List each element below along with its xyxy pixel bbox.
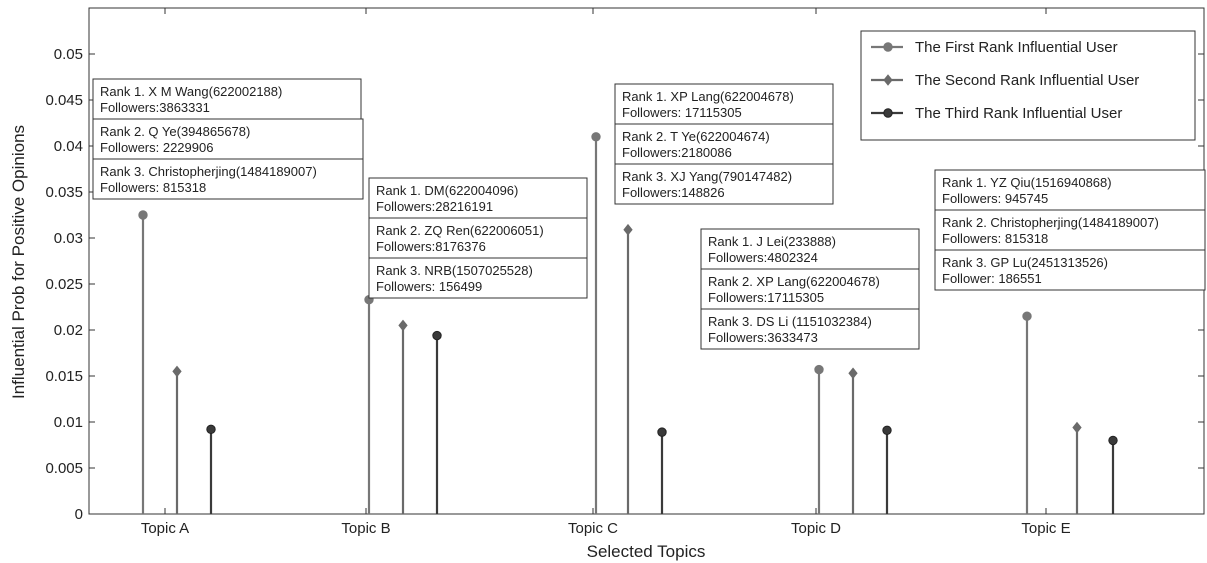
legend-label: The Third Rank Influential User: [915, 105, 1122, 122]
stem-marker: [432, 330, 442, 341]
annotation-line2: Follower: 186551: [942, 271, 1042, 286]
stem-marker: [623, 223, 633, 236]
y-tick-label: 0.035: [45, 184, 83, 201]
x-tick-label: Topic A: [141, 520, 189, 537]
x-axis-label: Selected Topics: [587, 542, 706, 561]
annotation-box: [614, 83, 834, 125]
annotation-line1: Rank 3. NRB(1507025528): [376, 263, 533, 278]
annotation-line2: Followers:28216191: [376, 199, 493, 214]
annotation-line1: Rank 3. DS Li (1151032384): [708, 314, 872, 329]
legend-box: [860, 30, 1196, 141]
y-tick-label: 0.01: [54, 414, 83, 431]
legend-label: The First Rank Influential User: [915, 39, 1118, 56]
x-tick-label: Topic E: [1021, 520, 1070, 537]
stem-marker: [883, 42, 893, 52]
y-tick-label: 0.05: [54, 46, 83, 63]
stem-marker: [1022, 311, 1032, 321]
x-tick-label: Topic C: [568, 520, 618, 537]
annotation-box: [700, 308, 920, 350]
annotations: Rank 1. X M Wang(622002188)Followers:386…: [92, 78, 1206, 350]
stem-marker: [172, 365, 182, 378]
annotation-line2: Followers: 2229906: [100, 140, 213, 155]
annotation-line2: Followers:2180086: [622, 145, 732, 160]
y-axis-label: Influential Prob for Positive Opinions: [9, 125, 28, 399]
annotation-line1: Rank 2. XP Lang(622004678): [708, 274, 880, 289]
stem-marker: [138, 210, 148, 220]
stem-marker: [814, 364, 824, 375]
y-tick-label: 0: [75, 506, 83, 523]
annotation-box: [934, 209, 1206, 251]
annotation-line1: Rank 2. ZQ Ren(622006051): [376, 223, 544, 238]
y-tick-label: 0.04: [54, 138, 83, 155]
x-tick-label: Topic D: [791, 520, 841, 537]
y-tick-labels: 0 0.005 0.01 0.015 0.02 0.025 0.03 0.035 0.04 0.0…: [45, 46, 83, 523]
stem-marker: [591, 132, 601, 142]
annotation-line1: Rank 1. X M Wang(622002188): [100, 84, 282, 99]
annotation-box: [92, 158, 364, 200]
annotation-line1: Rank 1. YZ Qiu(1516940868): [942, 175, 1112, 190]
annotation-line2: Followers: 815318: [100, 180, 206, 195]
stem-marker: [883, 74, 893, 86]
y-tick-label: 0.03: [54, 230, 83, 247]
annotation-line1: Rank 3. XJ Yang(790147482): [622, 169, 792, 184]
legend: The First Rank Influential User The Secon…: [860, 30, 1196, 141]
annotation-line1: Rank 1. DM(622004096): [376, 183, 518, 198]
x-tick-labels: Topic A Topic B Topic C Topic D Topic E: [141, 520, 1071, 537]
stem-marker: [1072, 421, 1082, 434]
annotation-box: [934, 249, 1206, 291]
stem-marker: [206, 424, 216, 435]
stem-marker: [883, 108, 893, 118]
annotation-line1: Rank 3. Christopherjing(1484189007): [100, 164, 317, 179]
annotation-box: [368, 217, 588, 259]
annotation-line1: Rank 1. J Lei(233888): [708, 234, 836, 249]
annotation-line1: Rank 1. XP Lang(622004678): [622, 89, 794, 104]
annotation-box: [368, 177, 588, 219]
annotation-box: [92, 118, 364, 160]
annotation-line2: Followers:17115305: [708, 290, 824, 305]
stem-marker: [1108, 435, 1118, 446]
annotation-line2: Followers:3633473: [708, 330, 818, 345]
annotation-box: [614, 163, 834, 205]
annotation-line2: Followers:8176376: [376, 239, 486, 254]
y-tick-label: 0.045: [45, 92, 83, 109]
legend-label: The Second Rank Influential User: [915, 72, 1139, 89]
stem-marker: [882, 425, 892, 435]
annotation-line1: Rank 2. Q Ye(394865678): [100, 124, 250, 139]
stem-marker: [848, 367, 858, 380]
stem-marker: [657, 427, 667, 437]
annotation-line2: Followers: 945745: [942, 191, 1048, 206]
y-tick-label: 0.015: [45, 368, 83, 385]
annotation-box: [614, 123, 834, 165]
y-tick-label: 0.005: [45, 460, 83, 477]
annotation-line1: Rank 2. T Ye(622004674): [622, 129, 770, 144]
annotation-line2: Followers: 156499: [376, 279, 482, 294]
annotation-line2: Followers:3863331: [100, 100, 210, 115]
x-tick-label: Topic B: [341, 520, 390, 537]
annotation-line1: Rank 2. Christopherjing(1484189007): [942, 215, 1159, 230]
annotation-box: [700, 228, 920, 270]
annotation-line1: Rank 3. GP Lu(2451313526): [942, 255, 1108, 270]
annotation-line2: Followers:148826: [622, 185, 725, 200]
y-tick-label: 0.025: [45, 276, 83, 293]
annotation-line2: Followers: 17115305: [622, 105, 742, 120]
stems: [138, 132, 1118, 514]
annotation-box: [368, 257, 588, 299]
y-tick-label: 0.02: [54, 322, 83, 339]
annotation-line2: Followers: 815318: [942, 231, 1048, 246]
annotation-box: [92, 78, 362, 120]
annotation-line2: Followers:4802324: [708, 250, 818, 265]
stem-marker: [398, 319, 408, 332]
